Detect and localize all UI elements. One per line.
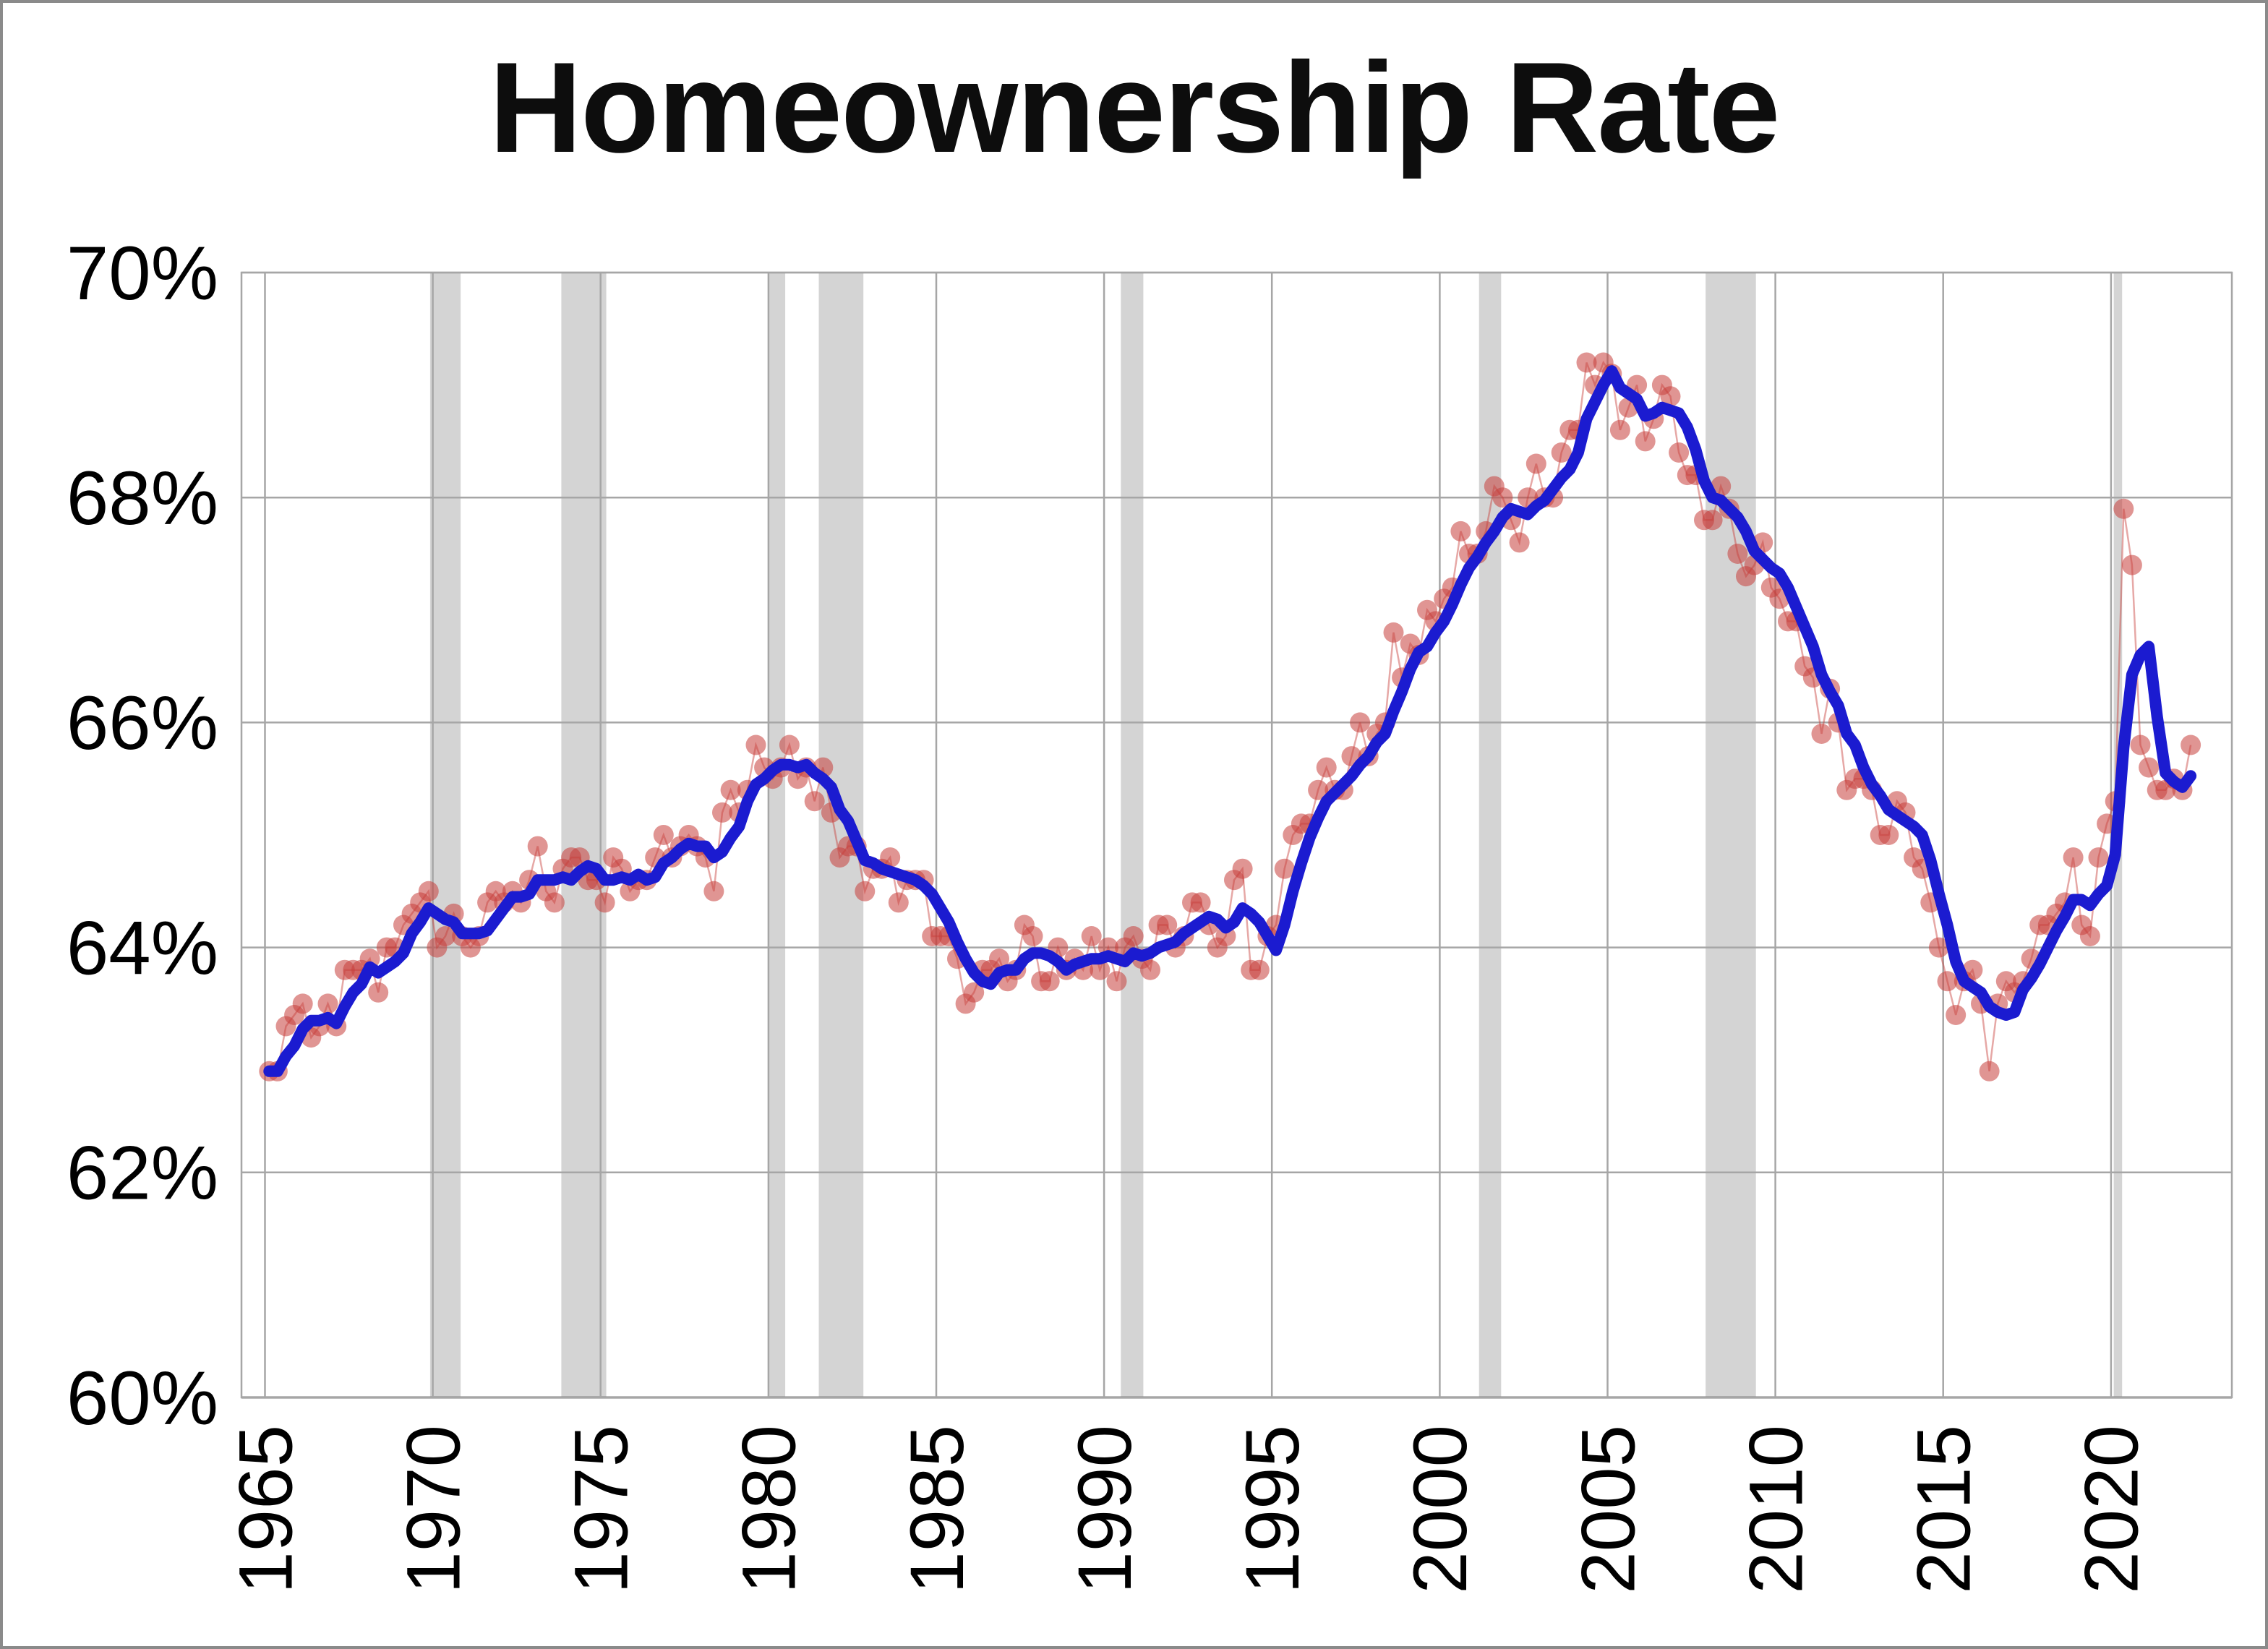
quarterly-data-point xyxy=(855,881,876,901)
quarterly-data-point xyxy=(1274,858,1295,879)
y-axis-tick-label: 60% xyxy=(67,1356,218,1441)
x-axis-tick-label: 2000 xyxy=(1398,1425,1483,1594)
x-axis-tick-label: 2010 xyxy=(1734,1425,1818,1594)
quarterly-data-point xyxy=(1350,712,1371,733)
quarterly-data-point xyxy=(880,847,901,868)
x-axis-tick-label: 2020 xyxy=(2070,1425,2154,1594)
quarterly-data-point xyxy=(2139,757,2160,778)
y-axis-tick-label: 64% xyxy=(67,906,218,990)
quarterly-data-point xyxy=(1878,825,1899,845)
x-axis-tick-label: 1970 xyxy=(391,1425,476,1594)
quarterly-data-point xyxy=(1106,971,1127,992)
recession-band xyxy=(1121,273,1144,1397)
quarterly-data-point xyxy=(1551,442,1572,463)
quarterly-data-point xyxy=(1946,1005,1967,1025)
quarterly-data-point xyxy=(292,993,313,1014)
quarterly-data-point xyxy=(1609,419,1630,440)
x-axis-tick-label: 2005 xyxy=(1566,1425,1651,1594)
quarterly-data-point xyxy=(720,779,741,800)
x-axis-tick-label: 1965 xyxy=(223,1425,308,1594)
quarterly-data-point xyxy=(1811,724,1832,744)
quarterly-data-point xyxy=(1140,959,1160,980)
quarterly-data-point xyxy=(2113,498,2134,519)
quarterly-data-point xyxy=(1635,431,1656,452)
plot-border xyxy=(240,271,2233,1399)
quarterly-data-point xyxy=(1509,532,1530,553)
recession-band xyxy=(1479,273,1502,1397)
quarterly-series-line xyxy=(269,360,2192,1073)
quarterly-data-point xyxy=(1190,892,1211,913)
recession-band xyxy=(768,273,786,1397)
quarterly-data-point xyxy=(1232,858,1253,879)
quarterly-data-point xyxy=(2130,734,2151,755)
quarterly-data-point xyxy=(1081,926,1102,946)
quarterly-data-point xyxy=(1525,453,1546,474)
quarterly-data-point xyxy=(964,982,985,1003)
quarterly-data-point xyxy=(779,734,800,755)
quarterly-data-point xyxy=(1249,959,1270,980)
moving-average-line xyxy=(263,365,2197,1077)
quarterly-data-point xyxy=(989,948,1009,969)
quarterly-data-point xyxy=(2063,847,2084,868)
quarterly-data-point xyxy=(1492,487,1513,508)
quarterly-data-point xyxy=(317,993,338,1014)
quarterly-data-point xyxy=(1928,937,1949,958)
quarterly-data-point xyxy=(1669,442,1690,463)
x-axis-tick-label: 1985 xyxy=(895,1425,980,1594)
quarterly-data-point xyxy=(368,982,389,1003)
quarterly-data-point xyxy=(1727,544,1748,564)
x-axis-tick-label: 2015 xyxy=(1901,1425,1986,1594)
recession-band xyxy=(1706,273,1756,1397)
quarterly-data-point xyxy=(703,881,724,901)
quarterly-data-point xyxy=(1123,926,1144,946)
quarterly-data-point xyxy=(1090,959,1111,980)
quarterly-data-point xyxy=(435,926,455,946)
quarterly-data-point xyxy=(1022,926,1043,946)
quarterly-data-point xyxy=(2079,926,2100,946)
quarterly-data-point xyxy=(1316,757,1337,778)
quarterly-data-point xyxy=(1308,779,1329,800)
quarterly-data-point xyxy=(2181,734,2201,755)
quarterly-data-point xyxy=(527,836,548,857)
quarterly-data-point xyxy=(594,892,615,913)
quarterly-data-point xyxy=(1937,971,1958,992)
quarterly-data-point xyxy=(1576,352,1597,373)
y-axis-tick-label: 66% xyxy=(67,681,218,766)
y-axis-tick-label: 70% xyxy=(67,231,218,316)
quarterly-data-point xyxy=(1660,386,1681,407)
quarterly-data-point xyxy=(1450,521,1471,541)
quarterly-data-point xyxy=(1039,971,1060,992)
x-axis-tick-label: 1990 xyxy=(1063,1425,1147,1594)
recession-band xyxy=(561,273,607,1397)
quarterly-data-point xyxy=(653,825,674,845)
quarterly-data-point xyxy=(1383,622,1404,643)
x-axis-tick-label: 1995 xyxy=(1231,1425,1315,1594)
x-axis-tick-label: 1980 xyxy=(727,1425,812,1594)
quarterly-data-point xyxy=(745,734,766,755)
quarterly-data-point xyxy=(2088,847,2109,868)
quarterly-data-point xyxy=(2121,554,2142,575)
quarterly-data-point xyxy=(804,791,825,812)
plot-area: 60% 62% 64% 66% 68% 70% 1965 1970 1975 1980 1985 19… xyxy=(67,231,2233,1594)
quarterly-data-point xyxy=(712,802,732,823)
x-axis-tick-label: 1975 xyxy=(559,1425,643,1594)
chart-title: Homeownership Rate xyxy=(489,35,1781,179)
quarterly-data-point xyxy=(1157,915,1178,935)
y-axis-tick-label: 62% xyxy=(67,1131,218,1216)
quarterly-data-point xyxy=(1702,510,1723,531)
quarterly-data-point xyxy=(1979,1061,2000,1082)
recession-band xyxy=(429,273,461,1397)
quarterly-data-point xyxy=(888,892,909,913)
quarterly-data-point xyxy=(544,892,565,913)
quarterly-data-point xyxy=(418,881,439,901)
y-axis-tick-label: 68% xyxy=(67,456,218,541)
